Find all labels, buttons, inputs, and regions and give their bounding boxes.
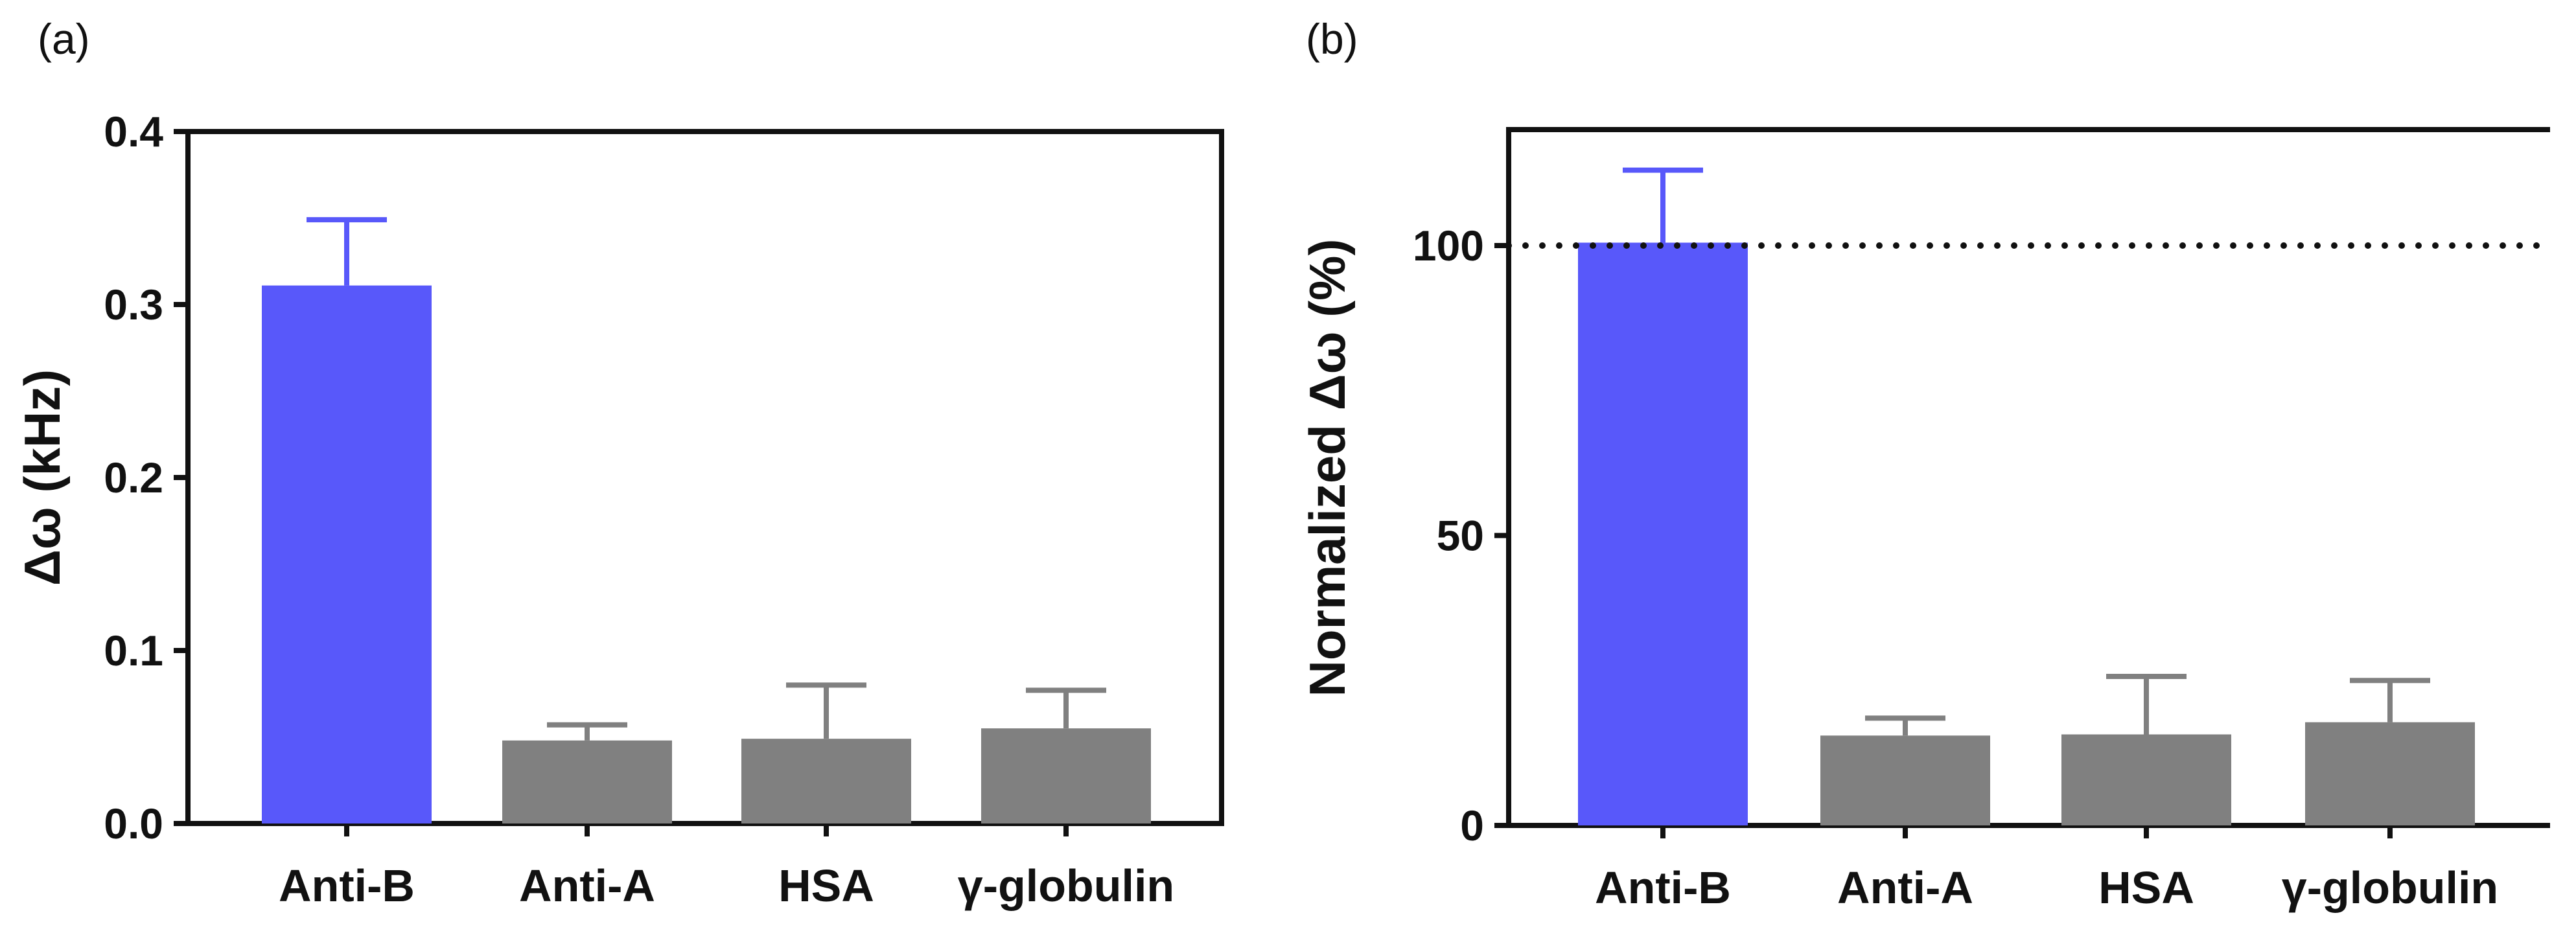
panel-a-bar-3 xyxy=(981,728,1151,824)
panel-b-y-tick-label-1: 50 xyxy=(1437,512,1484,560)
panel-a-bar-1 xyxy=(502,740,672,824)
panel-b-x-label-0: Anti-B xyxy=(1595,862,1731,913)
panel-a-y-tick-label-0: 0.0 xyxy=(104,800,163,847)
panel-b-bar-2 xyxy=(2061,734,2231,825)
panel-b-x-label-3: γ-globulin xyxy=(2282,862,2498,913)
panel-a-x-label-3: γ-globulin xyxy=(958,860,1174,911)
panel-b-y-tick-label-2: 100 xyxy=(1413,222,1484,270)
panel-a-x-label-2: HSA xyxy=(778,860,874,911)
panel-a-y-axis-title: Δω (kHz) xyxy=(14,369,71,586)
panel-b-y-tick-label-0: 0 xyxy=(1460,801,1484,849)
panel-a-bars xyxy=(262,217,1151,824)
chart-panel-a: (a) 0.0 0.1 0.2 0.3 0.4 Anti-B Anti-A HSA γ-glo… xyxy=(14,15,1224,911)
panel-a-x-labels: Anti-B Anti-A HSA γ-globulin xyxy=(279,824,1174,911)
panel-a-y-tick-label-2: 0.2 xyxy=(104,454,163,501)
panel-b-bar-3 xyxy=(2305,722,2475,825)
panel-a-bar-2 xyxy=(741,739,911,824)
panel-a-bar-0 xyxy=(262,285,432,824)
panel-b-bar-1 xyxy=(1820,735,1990,825)
panel-b-x-labels: Anti-B Anti-A HSA γ-globulin xyxy=(1595,825,2498,913)
panel-b-bars xyxy=(1578,167,2475,825)
panel-a-x-label-1: Anti-A xyxy=(519,860,655,911)
panel-a-y-ticks: 0.0 0.1 0.2 0.3 0.4 xyxy=(104,108,188,847)
panel-a-y-tick-label-1: 0.1 xyxy=(104,627,163,674)
chart-panel-b: (b) 0 50 100 Anti-B Anti-A HSA γ-globulin Nor… xyxy=(1299,15,2553,913)
panel-b-y-ticks: 0 50 100 xyxy=(1413,222,1509,849)
panel-a-x-label-0: Anti-B xyxy=(279,860,415,911)
panel-b-bar-0 xyxy=(1578,242,1748,825)
panel-b-x-label-1: Anti-A xyxy=(1837,862,1973,913)
panel-a-y-tick-label-4: 0.4 xyxy=(104,108,163,156)
panel-b-label: (b) xyxy=(1306,15,1358,63)
panel-a-y-tick-label-3: 0.3 xyxy=(104,281,163,328)
panel-b-y-axis-title: Normalized Δω (%) xyxy=(1299,238,1356,697)
panel-a-label: (a) xyxy=(38,15,90,63)
panel-b-x-label-2: HSA xyxy=(2098,862,2194,913)
